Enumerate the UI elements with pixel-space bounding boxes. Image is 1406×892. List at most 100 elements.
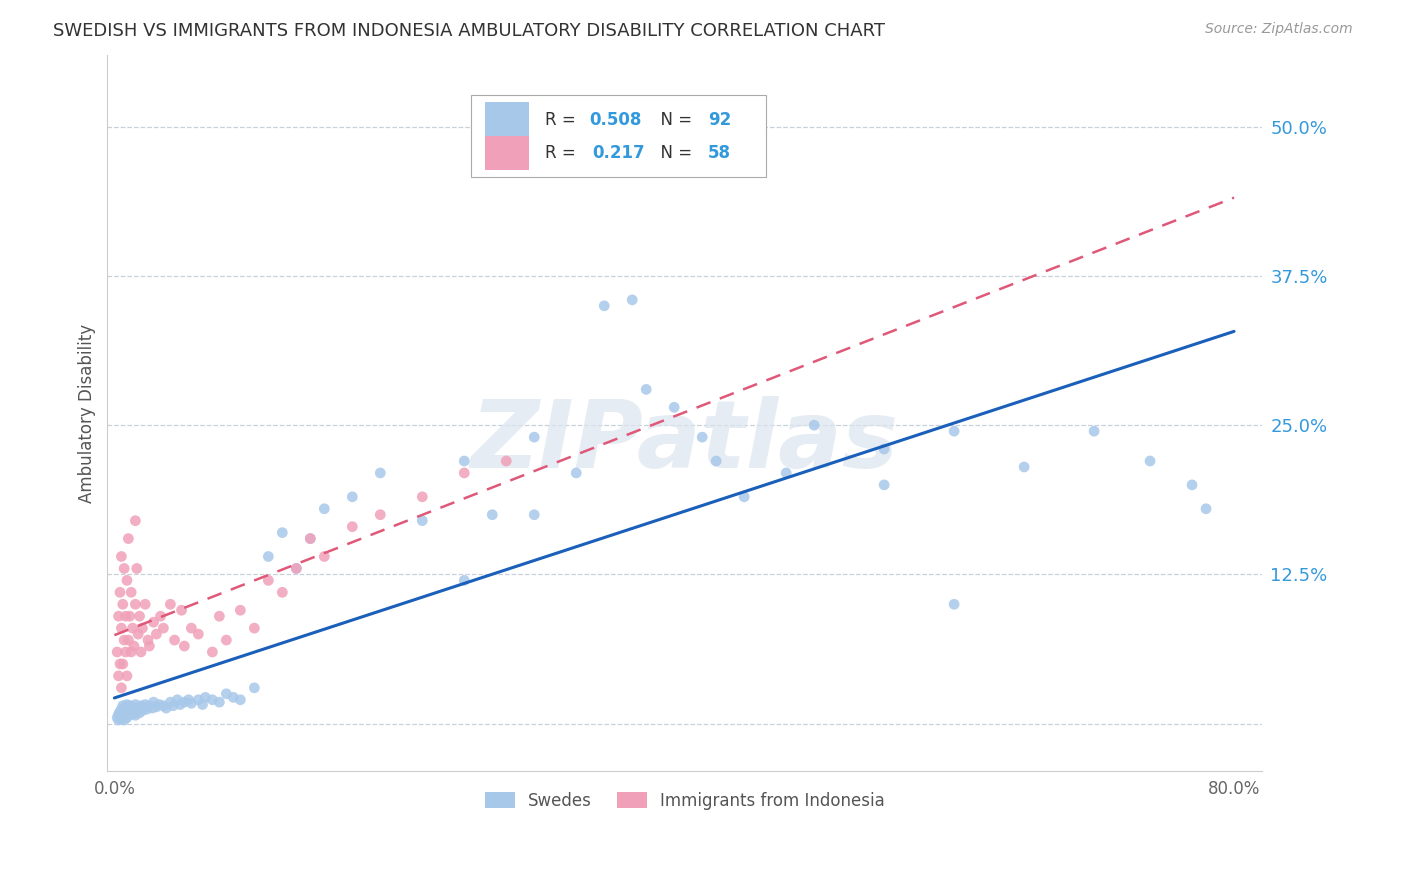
Point	[565, 466, 588, 480]
Point	[105, 711, 128, 725]
Point	[142, 695, 165, 709]
Point	[149, 609, 172, 624]
Point	[111, 597, 134, 611]
Point	[523, 508, 546, 522]
Point	[108, 709, 131, 723]
Legend: Swedes, Immigrants from Indonesia: Swedes, Immigrants from Indonesia	[478, 786, 891, 817]
FancyBboxPatch shape	[471, 95, 765, 177]
Point	[148, 698, 170, 712]
Point	[636, 383, 658, 397]
Point	[943, 597, 966, 611]
Point	[138, 698, 160, 713]
Point	[122, 639, 145, 653]
Point	[117, 633, 139, 648]
Point	[112, 704, 135, 718]
Text: N =: N =	[650, 145, 697, 162]
Point	[229, 692, 252, 706]
Point	[314, 549, 336, 564]
Point	[121, 700, 143, 714]
Point	[208, 695, 231, 709]
Point	[314, 501, 336, 516]
Point	[111, 657, 134, 671]
Point	[115, 705, 138, 719]
Point	[162, 698, 184, 713]
Point	[129, 698, 152, 713]
Point	[215, 633, 238, 648]
Point	[128, 609, 150, 624]
Point	[299, 532, 322, 546]
Point	[136, 633, 159, 648]
Point	[125, 705, 148, 719]
Point	[117, 708, 139, 723]
Point	[194, 690, 217, 705]
Point	[159, 695, 181, 709]
Point	[115, 669, 138, 683]
Point	[704, 454, 727, 468]
Point	[114, 707, 136, 722]
Point	[177, 692, 200, 706]
Point	[112, 713, 135, 727]
Point	[107, 707, 129, 722]
Point	[131, 621, 153, 635]
Point	[155, 701, 177, 715]
Point	[271, 585, 294, 599]
Point	[120, 704, 142, 718]
Point	[243, 621, 266, 635]
Point	[271, 525, 294, 540]
Point	[111, 698, 134, 713]
Point	[110, 681, 132, 695]
Point	[943, 424, 966, 438]
Point	[110, 621, 132, 635]
Point	[342, 519, 364, 533]
Point	[1139, 454, 1161, 468]
Point	[187, 692, 209, 706]
Point	[118, 698, 141, 713]
Bar	[485, 136, 529, 170]
Point	[129, 645, 152, 659]
Point	[114, 609, 136, 624]
Point	[115, 574, 138, 588]
Point	[112, 633, 135, 648]
Point	[170, 603, 193, 617]
Point	[107, 669, 129, 683]
Point	[243, 681, 266, 695]
Point	[127, 701, 149, 715]
Bar	[485, 103, 529, 136]
Point	[145, 700, 167, 714]
Point	[110, 708, 132, 723]
Text: 58: 58	[707, 145, 731, 162]
Point	[180, 696, 202, 710]
Point	[134, 597, 156, 611]
Point	[131, 704, 153, 718]
Point	[124, 708, 146, 723]
Point	[180, 621, 202, 635]
Point	[114, 700, 136, 714]
Text: 0.217: 0.217	[592, 145, 645, 162]
Point	[111, 711, 134, 725]
Point	[166, 692, 188, 706]
Point	[111, 706, 134, 720]
Point	[1012, 460, 1035, 475]
Point	[187, 627, 209, 641]
Point	[108, 705, 131, 719]
Point	[105, 645, 128, 659]
Point	[134, 698, 156, 712]
Point	[453, 574, 475, 588]
Y-axis label: Ambulatory Disability: Ambulatory Disability	[79, 324, 96, 503]
Point	[690, 430, 713, 444]
Point	[215, 687, 238, 701]
Point	[411, 514, 433, 528]
Point	[120, 645, 142, 659]
Point	[112, 709, 135, 723]
Point	[229, 603, 252, 617]
Point	[108, 657, 131, 671]
Point	[208, 609, 231, 624]
Point	[664, 401, 686, 415]
Point	[142, 615, 165, 629]
Point	[1195, 501, 1218, 516]
Point	[285, 561, 308, 575]
Point	[132, 701, 155, 715]
Point	[117, 532, 139, 546]
Point	[135, 702, 157, 716]
Point	[110, 712, 132, 726]
